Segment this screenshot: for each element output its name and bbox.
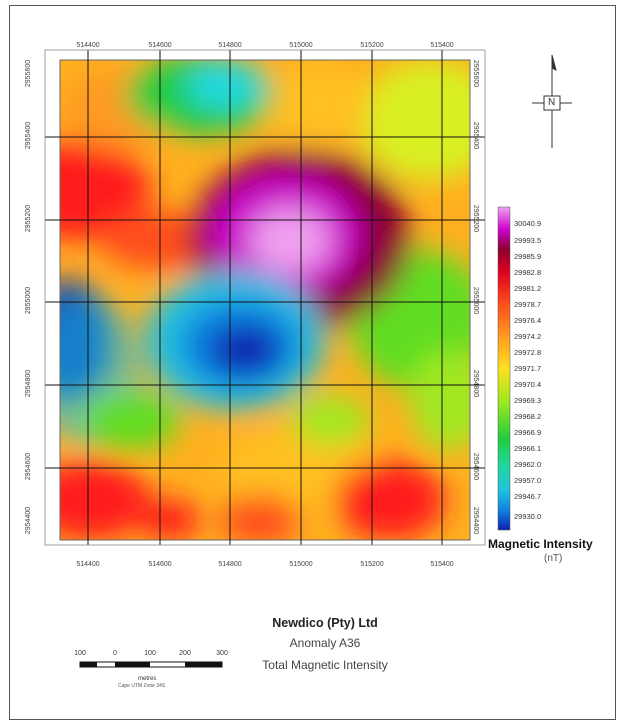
map-subtitle: Total Magnetic Intensity <box>262 658 388 672</box>
legend-value: 29974.2 <box>514 332 542 341</box>
legend-value: 29972.8 <box>514 348 542 357</box>
legend-value: 29969.3 <box>514 396 542 405</box>
legend-colorbar <box>497 206 511 531</box>
company-name: Newdico (Pty) Ltd <box>272 616 378 630</box>
x-tick-label: 514400 <box>76 42 100 49</box>
x-tick-label: 515200 <box>360 42 384 49</box>
y-tick-label: 2955200 <box>25 204 33 233</box>
legend-value: 29982.8 <box>514 268 542 277</box>
legend-value: 29993.5 <box>514 236 542 245</box>
anomaly-surface <box>60 60 470 540</box>
legend-value: 29970.4 <box>514 380 542 389</box>
scale-label: 0 <box>113 650 117 657</box>
legend-value: 29957.0 <box>514 476 542 485</box>
y-tick-label: 2954600 <box>25 452 33 481</box>
y-tick-label: 2955400 <box>472 121 480 150</box>
y-tick-label: 2954400 <box>25 506 33 535</box>
x-tick-label: 515400 <box>430 42 454 49</box>
map-grid <box>45 50 485 545</box>
y-tick-label: 2954800 <box>472 369 480 398</box>
legend-value: 29981.2 <box>514 284 542 293</box>
map-neatline <box>44 49 486 546</box>
anomaly-name: Anomaly A36 <box>289 636 361 650</box>
y-tick-label: 2955200 <box>472 204 480 233</box>
scale-label: 100 <box>74 650 86 657</box>
scale-label: 300 <box>216 650 228 657</box>
scale-projection: Cape UTM Zone 34S <box>118 683 166 689</box>
legend-value: 29966.9 <box>514 428 542 437</box>
y-tick-label: 2954600 <box>472 452 480 481</box>
y-tick-label: 2955600 <box>472 59 480 88</box>
x-tick-label: 514600 <box>148 561 172 568</box>
x-tick-label: 515000 <box>289 561 313 568</box>
legend-value: 29962.0 <box>514 460 542 469</box>
legend-title: Magnetic Intensity <box>488 537 593 551</box>
x-tick-label: 514600 <box>148 42 172 49</box>
legend-value: 29930.0 <box>514 512 542 521</box>
x-tick-label: 514400 <box>76 561 100 568</box>
legend-value: 29976.4 <box>514 316 542 325</box>
scale-label: 100 <box>144 650 156 657</box>
north-arrow-icon <box>532 54 572 148</box>
y-tick-label: 2955400 <box>25 121 33 150</box>
legend-value: 29971.7 <box>514 364 542 373</box>
x-tick-label: 515000 <box>289 42 313 49</box>
y-tick-label: 2954800 <box>25 369 33 398</box>
scale-label: 200 <box>179 650 191 657</box>
legend-value: 29968.2 <box>514 412 542 421</box>
scale-units: metres <box>138 676 157 682</box>
y-tick-label: 2955000 <box>25 286 33 315</box>
legend-value: 29985.9 <box>514 252 542 261</box>
north-label: N <box>548 97 556 108</box>
x-tick-label: 514800 <box>218 42 242 49</box>
legend-unit: (nT) <box>544 553 563 564</box>
legend-value: 29978.7 <box>514 300 542 309</box>
y-tick-label: 2954400 <box>472 506 480 535</box>
scale-bar-graphic <box>79 661 223 668</box>
x-tick-label: 515200 <box>360 561 384 568</box>
legend-value: 29966.1 <box>514 444 542 453</box>
title-block: Newdico (Pty) Ltd Anomaly A36 Total Magn… <box>240 616 410 672</box>
legend-value: 29946.7 <box>514 492 542 501</box>
y-tick-label: 2955000 <box>472 286 480 315</box>
x-tick-label: 514800 <box>218 561 242 568</box>
y-tick-label: 2955600 <box>25 59 33 88</box>
legend-value: 30040.9 <box>514 219 542 228</box>
x-tick-label: 515400 <box>430 561 454 568</box>
